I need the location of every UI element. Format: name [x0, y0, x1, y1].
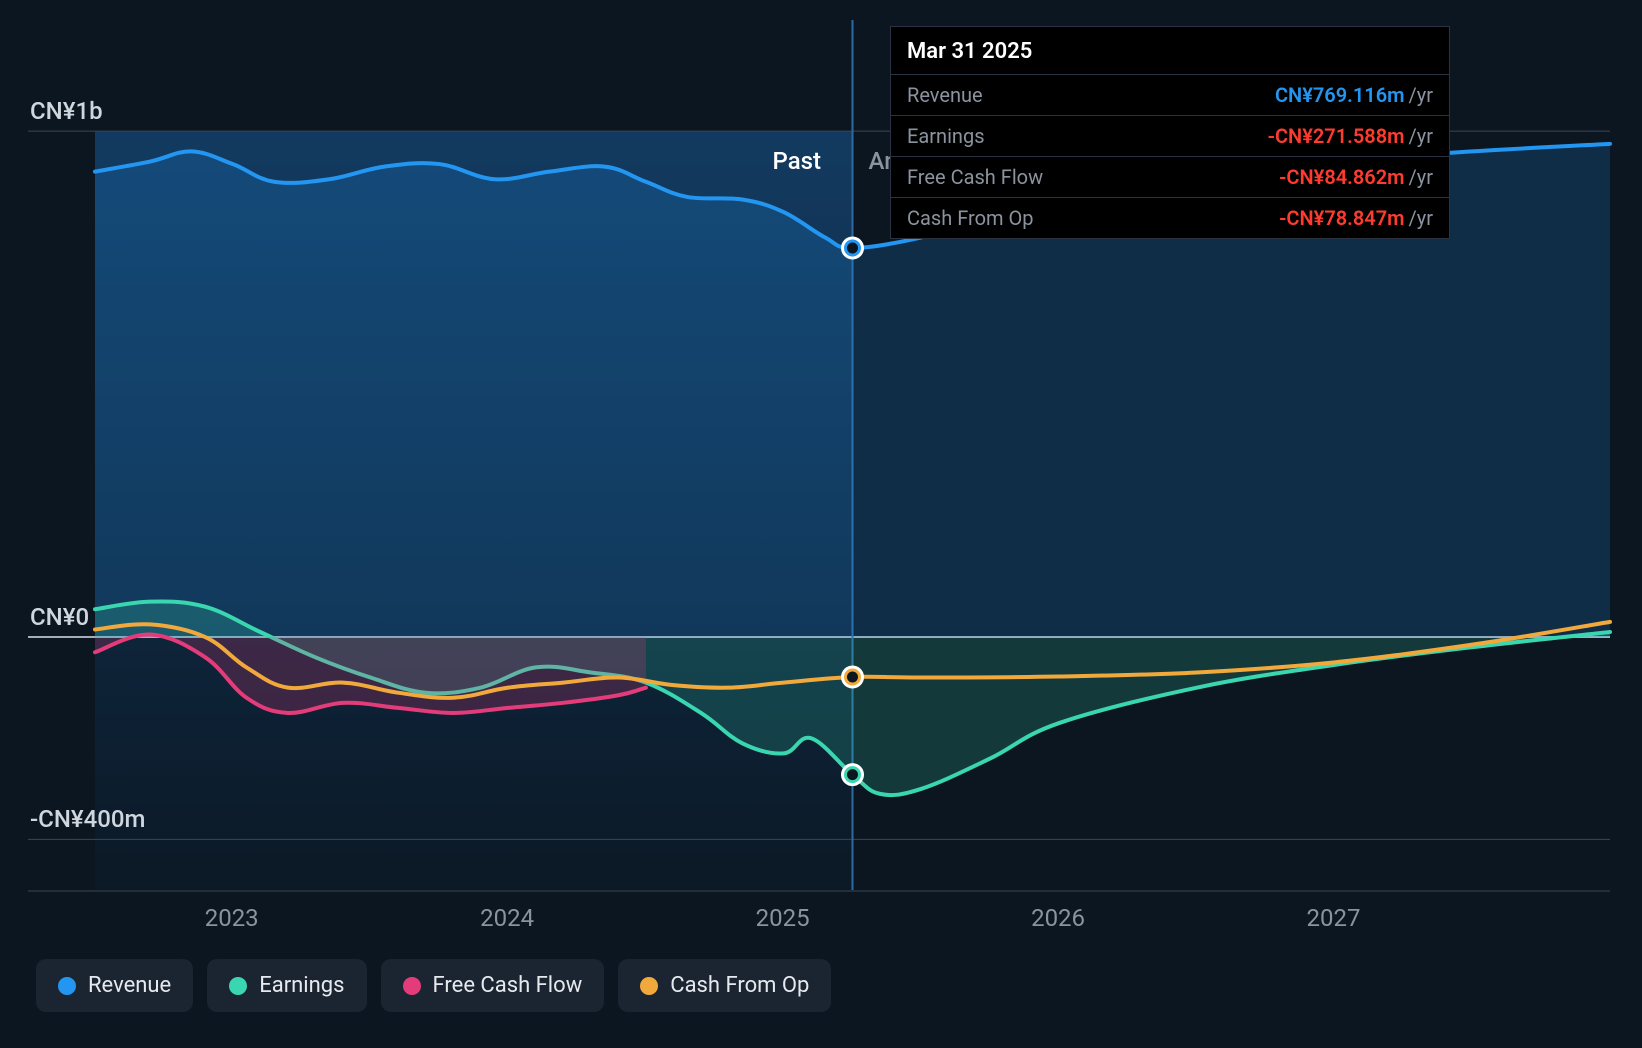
legend-dot-icon — [58, 977, 76, 995]
tooltip-row-value: -CN¥84.862m — [1279, 165, 1404, 189]
tooltip-row-unit: /yr — [1409, 165, 1434, 189]
x-axis-label: 2026 — [1031, 904, 1085, 932]
legend-label: Earnings — [259, 973, 344, 998]
legend-dot-icon — [640, 977, 658, 995]
tooltip-row-value: CN¥769.116m — [1275, 83, 1405, 107]
x-axis-label: 2024 — [480, 904, 534, 932]
legend-label: Revenue — [88, 973, 171, 998]
legend-item-earnings[interactable]: Earnings — [207, 959, 366, 1012]
tooltip-row-value: -CN¥78.847m — [1279, 206, 1404, 230]
y-axis-label: CN¥0 — [30, 603, 89, 631]
legend-dot-icon — [229, 977, 247, 995]
tooltip-row-unit: /yr — [1409, 124, 1434, 148]
x-axis-label: 2027 — [1307, 904, 1361, 932]
tooltip-row-label: Revenue — [907, 83, 983, 107]
x-axis-label: 2023 — [205, 904, 259, 932]
legend-label: Cash From Op — [670, 973, 809, 998]
legend-dot-icon — [403, 977, 421, 995]
tooltip-row-label: Free Cash Flow — [907, 165, 1043, 189]
tooltip-row-value: -CN¥271.588m — [1268, 124, 1405, 148]
tooltip-row-earnings: Earnings -CN¥271.588m/yr — [891, 116, 1449, 157]
tooltip-row-label: Cash From Op — [907, 206, 1033, 230]
past-period-label: Past — [773, 147, 821, 175]
tooltip-row-revenue: Revenue CN¥769.116m/yr — [891, 75, 1449, 116]
y-axis-label: CN¥1b — [30, 97, 103, 125]
tooltip-date: Mar 31 2025 — [891, 27, 1449, 75]
legend-item-cfo[interactable]: Cash From Op — [618, 959, 831, 1012]
tooltip-row-fcf: Free Cash Flow -CN¥84.862m/yr — [891, 157, 1449, 198]
tooltip-row-unit: /yr — [1409, 206, 1434, 230]
data-tooltip: Mar 31 2025 Revenue CN¥769.116m/yr Earni… — [890, 26, 1450, 239]
legend-item-fcf[interactable]: Free Cash Flow — [381, 959, 605, 1012]
legend-label: Free Cash Flow — [433, 973, 583, 998]
tooltip-row-cfo: Cash From Op -CN¥78.847m/yr — [891, 198, 1449, 238]
legend-item-revenue[interactable]: Revenue — [36, 959, 193, 1012]
y-axis-label: -CN¥400m — [30, 805, 145, 833]
financial-chart: CN¥1b CN¥0 -CN¥400m 2023 2024 2025 2026 … — [0, 0, 1642, 1048]
tooltip-row-unit: /yr — [1409, 83, 1434, 107]
tooltip-row-label: Earnings — [907, 124, 985, 148]
chart-legend: Revenue Earnings Free Cash Flow Cash Fro… — [36, 959, 831, 1012]
x-axis-label: 2025 — [756, 904, 810, 932]
